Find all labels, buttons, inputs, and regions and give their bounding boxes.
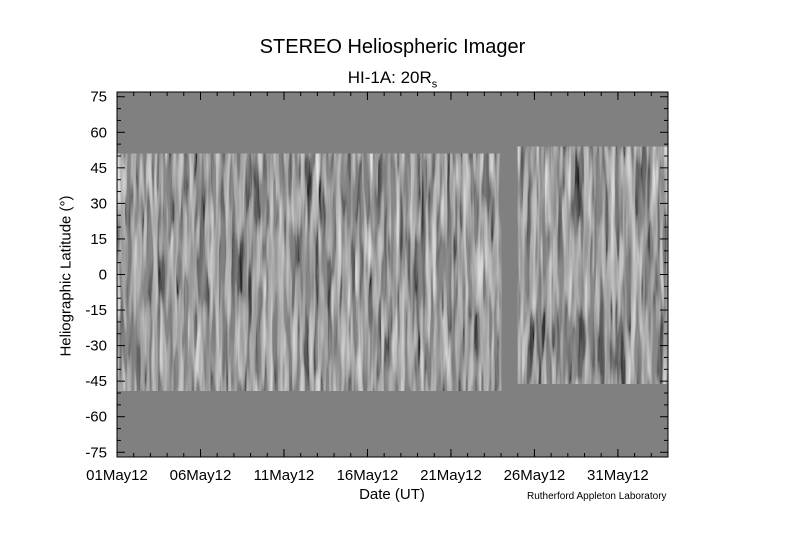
y-tick-label: -30: [85, 338, 107, 355]
y-tick-label: -60: [85, 409, 107, 426]
x-tick-label: 06May12: [170, 467, 232, 484]
x-tick-label: 26May12: [504, 467, 566, 484]
chart-subtitle: HI-1A: 20Rs: [0, 68, 785, 90]
data-segment-2: [517, 146, 668, 384]
y-tick-label: 60: [90, 124, 107, 141]
y-tick-label: 15: [90, 231, 107, 248]
y-tick-label: 75: [90, 89, 107, 106]
y-tick-label: 0: [99, 267, 107, 284]
data-segment-1: [117, 153, 502, 391]
y-tick-label: -45: [85, 373, 107, 390]
subtitle-main: HI-1A: 20R: [347, 68, 432, 87]
y-tick-label: 30: [90, 195, 107, 212]
chart-title: STEREO Heliospheric Imager: [259, 36, 526, 58]
y-tick-label: -75: [85, 444, 107, 461]
y-axis-label: Heliographic Latitude (°): [57, 195, 75, 357]
y-tick-label: -15: [85, 302, 107, 319]
x-tick-label: 01May12: [86, 467, 148, 484]
plot-area: [117, 92, 668, 457]
x-axis-label: Date (UT): [359, 486, 425, 503]
subtitle-subscript: s: [431, 78, 438, 91]
x-tick-label: 21May12: [420, 467, 482, 484]
x-tick-label: 11May12: [254, 467, 315, 484]
credit-text: Rutherford Appleton Laboratory: [527, 491, 667, 502]
x-tick-label: 31May12: [587, 467, 649, 484]
x-tick-label: 16May12: [337, 467, 399, 484]
y-tick-label: 45: [90, 160, 107, 177]
axes: 75 60 45 30 15 0 -15 -30 -45 -60 -75 01May12 06May12…: [85, 89, 669, 484]
